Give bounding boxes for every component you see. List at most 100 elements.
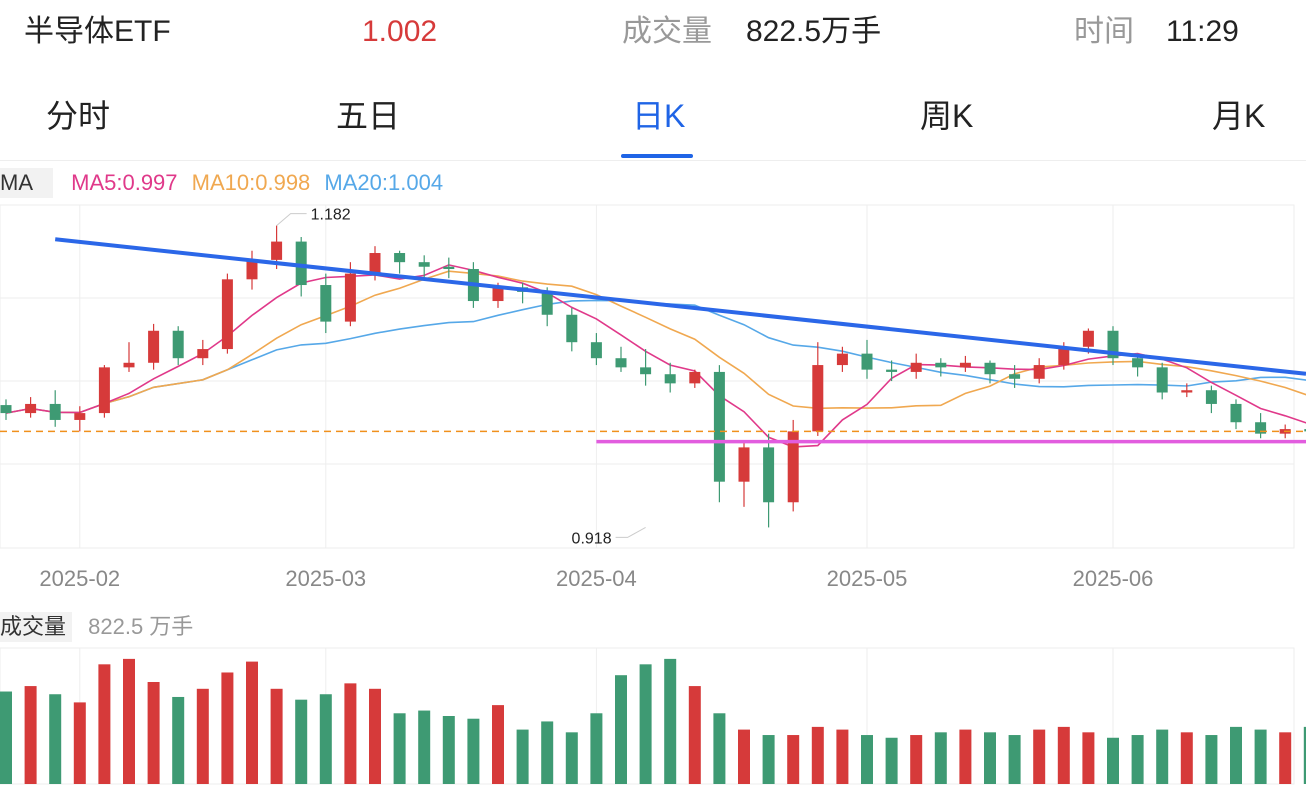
candle-body bbox=[1033, 365, 1045, 379]
volume-bar bbox=[885, 737, 898, 784]
ma-legend: MA MA5:0.997 MA10:0.998 MA20:1.004 bbox=[0, 168, 443, 198]
tab-monthly-k[interactable]: 月K bbox=[1212, 98, 1266, 134]
candle bbox=[1033, 358, 1045, 384]
volume-bar bbox=[123, 658, 135, 784]
candle-body bbox=[394, 253, 406, 263]
candle-body bbox=[713, 371, 725, 482]
x-axis-ticks: 2025-02 2025-03 2025-04 2025-05 2025-06 bbox=[39, 566, 1153, 591]
candle-body bbox=[664, 374, 676, 384]
candle bbox=[25, 397, 37, 418]
candle bbox=[738, 440, 750, 507]
volume-bar bbox=[221, 672, 234, 784]
volume-bar bbox=[1254, 729, 1267, 784]
volume-legend-value: 822.5 万手 bbox=[88, 614, 194, 639]
volume-bar bbox=[196, 688, 209, 784]
candle-body bbox=[123, 362, 135, 368]
candle bbox=[1205, 385, 1217, 414]
min-leader bbox=[615, 526, 646, 538]
candle bbox=[123, 342, 135, 372]
candle bbox=[517, 282, 529, 304]
tab-intraday[interactable]: 分时 bbox=[46, 98, 111, 134]
ma-legend-tag[interactable]: MA bbox=[0, 168, 53, 198]
candle-body bbox=[640, 367, 652, 375]
volume-bar bbox=[98, 664, 111, 784]
candle-body bbox=[369, 253, 381, 274]
volume-bar bbox=[492, 705, 504, 784]
candle bbox=[1107, 326, 1119, 366]
volume-bar bbox=[246, 661, 258, 784]
volume-bar bbox=[1107, 737, 1119, 784]
candle bbox=[763, 433, 775, 528]
candle bbox=[197, 339, 209, 366]
volume-bar bbox=[1205, 735, 1218, 784]
volume-legend-tag[interactable]: 成交量 bbox=[0, 612, 73, 642]
candle-body bbox=[74, 413, 86, 420]
candle-body bbox=[787, 431, 799, 503]
candle bbox=[221, 273, 233, 354]
volume-bar bbox=[787, 735, 800, 784]
tab-daily-k[interactable]: 日K bbox=[632, 98, 686, 134]
ma5-label: MA5:0.997 bbox=[71, 170, 178, 195]
volume-bar bbox=[24, 686, 37, 784]
x-tick-label: 2025-02 bbox=[39, 566, 120, 591]
candle bbox=[320, 273, 332, 334]
volume-bar bbox=[861, 735, 873, 784]
volume-bar bbox=[762, 735, 775, 784]
candle bbox=[0, 399, 12, 420]
candle bbox=[98, 365, 110, 418]
volume-bar bbox=[639, 664, 652, 784]
volume-bar bbox=[295, 699, 308, 784]
volume-bar bbox=[1230, 726, 1242, 784]
time-label: 时间 bbox=[1074, 15, 1134, 48]
price-annotations: 1.182 0.918 bbox=[276, 207, 646, 547]
volume-bar bbox=[0, 691, 12, 784]
candle-body bbox=[836, 353, 848, 366]
max-price-label: 1.182 bbox=[311, 207, 351, 224]
volume-bar bbox=[344, 683, 357, 784]
candle-body bbox=[689, 371, 701, 384]
tab-five-day[interactable]: 五日 bbox=[336, 98, 401, 134]
candle-body bbox=[738, 447, 750, 482]
volume-bar bbox=[811, 726, 824, 784]
candle-body bbox=[984, 362, 996, 375]
candle-body bbox=[443, 266, 455, 270]
candle bbox=[910, 353, 922, 379]
candle-body bbox=[566, 314, 578, 343]
volume-bar bbox=[664, 658, 677, 784]
candle-body bbox=[615, 358, 627, 368]
volume-bar bbox=[147, 682, 160, 784]
volume-bar bbox=[319, 694, 332, 784]
volume-bar bbox=[1082, 732, 1095, 784]
candle bbox=[148, 323, 160, 370]
drawn-lines bbox=[0, 237, 1306, 444]
candle-body bbox=[148, 330, 160, 363]
candle bbox=[394, 250, 406, 274]
volume-bar bbox=[172, 696, 185, 784]
candle bbox=[836, 346, 848, 372]
volume-bar bbox=[688, 686, 701, 784]
candle-body bbox=[0, 405, 12, 414]
volume-bar bbox=[393, 713, 406, 784]
volume-legend: 成交量 822.5 万手 bbox=[0, 612, 193, 642]
volume-label: 成交量 bbox=[622, 15, 712, 48]
tab-weekly-k[interactable]: 周K bbox=[920, 98, 974, 134]
candle-body bbox=[1205, 390, 1217, 404]
candle-body bbox=[886, 369, 898, 372]
volume-bar bbox=[1008, 735, 1021, 784]
last-price: 1.002 bbox=[362, 15, 438, 48]
candle bbox=[935, 358, 947, 377]
chart-grid bbox=[0, 204, 1295, 549]
volume-bar bbox=[1180, 732, 1193, 784]
candle-body bbox=[49, 403, 61, 420]
candle bbox=[689, 369, 701, 388]
quote-header: 半导体ETF 1.002 成交量 822.5万手 时间 11:29 bbox=[0, 0, 1306, 70]
candle bbox=[1230, 399, 1242, 430]
candle bbox=[713, 365, 725, 503]
volume-bars bbox=[0, 658, 1306, 784]
candle bbox=[640, 349, 652, 386]
candle-body bbox=[418, 262, 430, 267]
candle bbox=[615, 346, 627, 372]
candle-body bbox=[271, 241, 283, 260]
candle-body bbox=[1255, 422, 1267, 434]
